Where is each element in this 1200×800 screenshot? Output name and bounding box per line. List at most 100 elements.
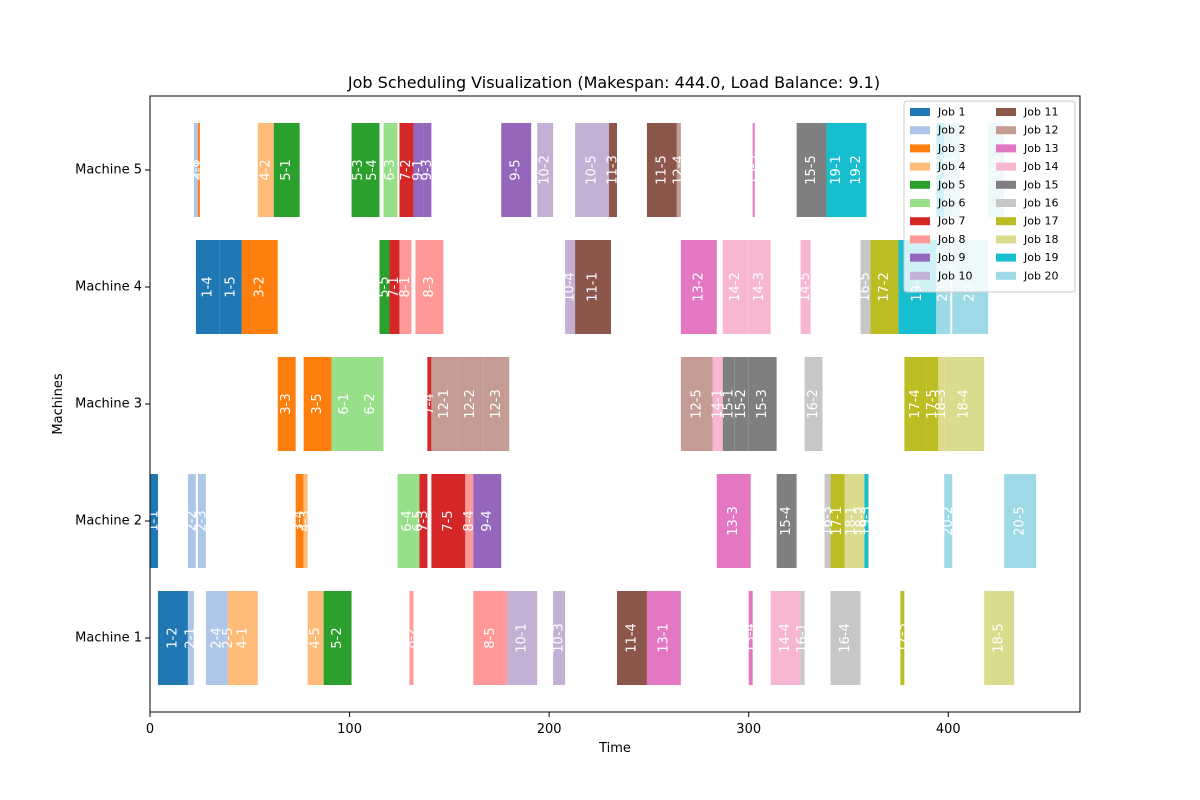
task-bar-6-5 bbox=[417, 474, 420, 568]
legend-entry: Job 18 bbox=[1023, 233, 1058, 246]
task-label-9-3: 9-3 bbox=[420, 159, 435, 180]
task-label-17-5: 17-5 bbox=[925, 389, 940, 419]
task-bar-17-4 bbox=[904, 357, 927, 451]
task-bar-7-2 bbox=[399, 123, 414, 217]
task-label-12-2: 12-2 bbox=[463, 389, 478, 419]
y-tick-label: Machine 2 bbox=[75, 514, 142, 529]
task-label-12-1: 12-1 bbox=[437, 389, 452, 419]
task-bar-10-3 bbox=[553, 591, 566, 685]
task-bar-3-3 bbox=[277, 357, 296, 451]
task-label-14-5: 14-5 bbox=[798, 272, 813, 302]
task-label-4-1: 4-1 bbox=[235, 627, 250, 648]
task-label-11-3: 11-3 bbox=[606, 155, 621, 185]
task-label-16-2: 16-2 bbox=[806, 389, 821, 419]
task-label-3-1: 3-1 bbox=[191, 159, 206, 180]
task-label-18-2: 18-2 bbox=[854, 506, 869, 536]
task-bar-6-4 bbox=[397, 474, 418, 568]
task-bar-3-2 bbox=[241, 240, 278, 334]
task-bar-10-2 bbox=[537, 123, 554, 217]
task-bar-16-3 bbox=[824, 474, 831, 568]
task-label-16-1: 16-1 bbox=[795, 623, 810, 653]
task-label-3-2: 3-2 bbox=[252, 276, 267, 297]
task-label-5-3: 5-3 bbox=[351, 159, 366, 180]
task-bar-20-2 bbox=[944, 474, 953, 568]
task-bar-18-1 bbox=[844, 474, 859, 568]
task-bar-1-5 bbox=[219, 240, 242, 334]
task-bar-6-1 bbox=[331, 357, 358, 451]
task-bar-12-2 bbox=[457, 357, 484, 451]
x-tick-label: 200 bbox=[537, 722, 562, 737]
task-label-2-6: 2-6 bbox=[188, 159, 203, 180]
task-bar-13-3 bbox=[716, 474, 751, 568]
task-label-14-4: 14-4 bbox=[778, 623, 793, 653]
task-label-17-2: 17-2 bbox=[877, 272, 892, 302]
legend-swatch bbox=[996, 162, 1016, 171]
task-label-12-3: 12-3 bbox=[489, 389, 504, 419]
legend-swatch bbox=[910, 162, 930, 171]
task-bar-8-4 bbox=[465, 474, 474, 568]
task-bar-15-2 bbox=[734, 357, 749, 451]
legend-entry: Job 5 bbox=[937, 178, 965, 191]
task-label-9-4: 9-4 bbox=[480, 510, 495, 531]
task-label-1-2: 1-2 bbox=[165, 627, 180, 648]
task-bar-8-1 bbox=[399, 240, 412, 334]
legend-swatch bbox=[996, 253, 1016, 262]
task-label-13-3: 13-3 bbox=[726, 506, 741, 536]
legend-swatch bbox=[910, 144, 930, 153]
task-label-5-1: 5-1 bbox=[279, 159, 294, 180]
legend-entry: Job 3 bbox=[937, 142, 965, 155]
legend-frame bbox=[903, 100, 1076, 293]
task-bar-18-5 bbox=[984, 591, 1015, 685]
task-bar-12-1 bbox=[431, 357, 458, 451]
task-label-4-5: 4-5 bbox=[308, 627, 323, 648]
task-bar-13-5 bbox=[752, 123, 755, 217]
task-label-7-4: 7-4 bbox=[422, 393, 437, 414]
task-bar-5-4 bbox=[365, 123, 380, 217]
task-label-8-2: 8-2 bbox=[404, 627, 419, 648]
task-label-7-5: 7-5 bbox=[441, 510, 456, 531]
task-bar-7-5 bbox=[431, 474, 466, 568]
legend-swatch bbox=[996, 217, 1016, 226]
task-bar-3-4 bbox=[295, 474, 304, 568]
x-tick-label: 300 bbox=[736, 722, 761, 737]
task-label-17-4: 17-4 bbox=[908, 389, 923, 419]
legend-entry: Job 2 bbox=[937, 124, 965, 137]
y-tick-label: Machine 4 bbox=[75, 280, 142, 295]
y-axis-label: Machines bbox=[51, 373, 66, 434]
task-bar-9-3 bbox=[423, 123, 432, 217]
task-label-2-4: 2-4 bbox=[209, 627, 224, 648]
legend-swatch bbox=[996, 126, 1016, 135]
task-label-14-3: 14-3 bbox=[752, 272, 767, 302]
legend-entry: Job 16 bbox=[1023, 197, 1058, 210]
task-label-8-5: 8-5 bbox=[483, 627, 498, 648]
task-label-20-2: 20-2 bbox=[941, 506, 956, 536]
task-label-15-3: 15-3 bbox=[755, 389, 770, 419]
task-bar-15-3 bbox=[748, 357, 777, 451]
task-bar-18-4 bbox=[944, 357, 985, 451]
task-bar-14-3 bbox=[748, 240, 771, 334]
legend-swatch bbox=[910, 271, 930, 280]
task-bar-4-3 bbox=[303, 474, 308, 568]
y-tick-label: Machine 5 bbox=[75, 163, 142, 178]
task-bar-16-4 bbox=[830, 591, 861, 685]
task-label-4-2: 4-2 bbox=[258, 159, 273, 180]
task-label-5-4: 5-4 bbox=[365, 159, 380, 180]
task-bar-11-4 bbox=[616, 591, 647, 685]
task-bar-11-5 bbox=[646, 123, 677, 217]
task-label-3-4: 3-4 bbox=[292, 510, 307, 531]
legend-entry: Job 1 bbox=[937, 106, 965, 119]
task-bar-15-4 bbox=[776, 474, 797, 568]
task-label-7-2: 7-2 bbox=[399, 159, 414, 180]
task-label-19-1: 19-1 bbox=[829, 155, 844, 185]
task-label-12-4: 12-4 bbox=[671, 155, 686, 185]
legend-entry: Job 7 bbox=[937, 215, 965, 228]
task-bar-3-5 bbox=[303, 357, 332, 451]
legend-swatch bbox=[910, 180, 930, 189]
task-bar-1-2 bbox=[157, 591, 188, 685]
legend-entry: Job 9 bbox=[937, 251, 965, 264]
task-bar-11-1 bbox=[575, 240, 612, 334]
task-bar-labels: 1-2 2-1 2-42-5 4-1 4-5 5-2 8-2 8-5 10-1 10-3 11-4 1… bbox=[146, 155, 1027, 653]
legend-entry: Job 4 bbox=[937, 160, 965, 173]
task-bar-3-1 bbox=[197, 123, 200, 217]
task-label-20-5: 20-5 bbox=[1013, 506, 1028, 536]
